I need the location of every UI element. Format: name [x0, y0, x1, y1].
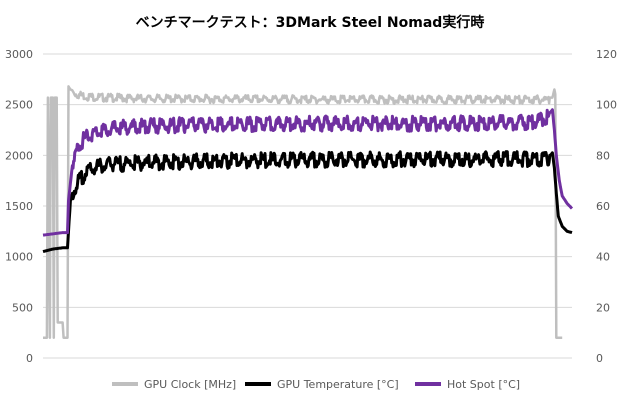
- right-tick-label: 0: [596, 352, 603, 365]
- series-line-3: [42, 108, 574, 237]
- left-axis-ticks: 0 500 1000 1500 2000 2500 3000: [5, 48, 33, 365]
- legend-label: Hot Spot [°C]: [447, 378, 520, 391]
- legend-label: GPU Temperature [°C]: [277, 378, 399, 391]
- series-line-1: [42, 85, 563, 339]
- series-line-2: [42, 150, 573, 254]
- legend-label: GPU Clock [MHz]: [144, 378, 236, 391]
- right-tick-label: 20: [596, 301, 610, 314]
- right-tick-label: 100: [596, 99, 617, 112]
- chart-title: ベンチマークテスト：3DMark Steel Nomad実行時: [136, 14, 485, 31]
- left-tick-label: 1000: [5, 251, 33, 264]
- right-tick-label: 40: [596, 251, 610, 264]
- legend: GPU Clock [MHz] GPU Temperature [°C] Hot S…: [112, 378, 520, 391]
- right-tick-label: 120: [596, 48, 617, 61]
- right-tick-label: 60: [596, 200, 610, 213]
- left-tick-label: 500: [12, 301, 33, 314]
- gridlines: [43, 53, 572, 359]
- left-tick-label: 0: [26, 352, 33, 365]
- right-tick-label: 80: [596, 149, 610, 162]
- left-tick-label: 1500: [5, 200, 33, 213]
- left-tick-label: 2000: [5, 149, 33, 162]
- left-tick-label: 3000: [5, 48, 33, 61]
- left-tick-label: 2500: [5, 99, 33, 112]
- series-lines: [42, 85, 574, 339]
- right-axis-ticks: 0 20 40 60 80 100 120: [596, 48, 617, 365]
